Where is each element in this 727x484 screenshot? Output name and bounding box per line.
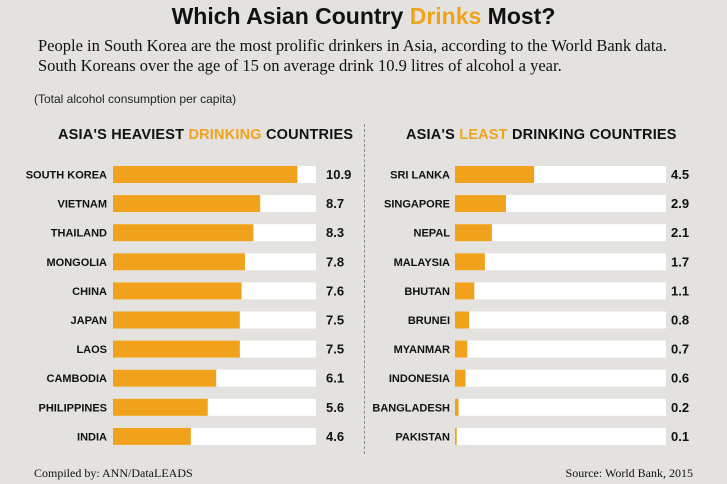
least-bar-malaysia	[455, 253, 485, 271]
least-bar-brunei	[455, 311, 470, 329]
heaviest-category-label-south-korea: SOUTH KOREA	[26, 170, 107, 182]
heaviest-category-label-thailand: THAILAND	[51, 228, 107, 240]
least-bar-myanmar	[455, 340, 468, 358]
right-heading-highlight: LEAST	[459, 127, 508, 143]
least-category-label-pakistan: PAKISTAN	[395, 431, 450, 443]
least-category-label-sri-lanka: SRI LANKA	[390, 170, 450, 182]
heaviest-value-label-philippines: 5.6	[326, 400, 344, 415]
heaviest-value-label-india: 4.6	[326, 429, 344, 444]
least-track-nepal	[455, 224, 666, 242]
least-value-label-myanmar: 0.7	[671, 342, 689, 357]
least-value-label-sri-lanka: 4.5	[671, 167, 689, 182]
least-bar-pakistan	[455, 427, 457, 445]
least-track-singapore	[455, 195, 666, 213]
source-credit: Source: World Bank, 2015	[565, 466, 693, 480]
least-category-label-singapore: SINGAPORE	[384, 199, 450, 211]
compiled-by-credit: Compiled by: ANN/DataLEADS	[34, 466, 193, 480]
left-heading-part1: ASIA'S HEAVIEST	[58, 127, 189, 143]
heaviest-category-label-mongolia: MONGOLIA	[47, 257, 108, 269]
least-bar-bangladesh	[455, 398, 459, 416]
least-track-bhutan	[455, 282, 666, 300]
chart-title: Which Asian Country Drinks Most?	[0, 2, 727, 30]
heaviest-value-label-vietnam: 8.7	[326, 196, 344, 211]
least-track-myanmar	[455, 340, 666, 358]
least-value-label-bangladesh: 0.2	[671, 400, 689, 415]
heaviest-value-label-laos: 7.5	[326, 342, 344, 357]
least-bar-nepal	[455, 224, 492, 242]
least-track-indonesia	[455, 369, 666, 387]
least-category-label-brunei: BRUNEI	[408, 315, 450, 327]
heaviest-category-label-laos: LAOS	[76, 344, 107, 356]
least-category-label-indonesia: INDONESIA	[389, 373, 450, 385]
least-value-label-pakistan: 0.1	[671, 429, 689, 444]
heaviest-value-label-china: 7.6	[326, 283, 344, 298]
least-track-bangladesh	[455, 398, 666, 416]
least-track-pakistan	[455, 427, 666, 445]
least-track-malaysia	[455, 253, 666, 271]
heaviest-bar-laos	[113, 340, 240, 358]
left-panel-heading: ASIA'S HEAVIEST DRINKING COUNTRIES	[58, 127, 353, 143]
panel-divider	[364, 124, 366, 454]
units-note: (Total alcohol consumption per capita)	[34, 92, 237, 106]
heaviest-bar-philippines	[113, 398, 208, 416]
title-highlight: Drinks	[409, 3, 482, 29]
heaviest-category-label-china: CHINA	[72, 286, 107, 298]
heaviest-value-label-mongolia: 7.8	[326, 254, 344, 269]
left-heading-part2: COUNTRIES	[261, 127, 354, 143]
right-panel-heading: ASIA'S LEAST DRINKING COUNTRIES	[406, 127, 677, 143]
right-heading-part1: ASIA'S	[406, 127, 460, 143]
least-category-label-malaysia: MALAYSIA	[394, 257, 450, 269]
heaviest-value-label-south-korea: 10.9	[326, 167, 351, 182]
least-value-label-malaysia: 1.7	[671, 254, 689, 269]
heaviest-bar-japan	[113, 311, 240, 329]
least-track-brunei	[455, 311, 666, 329]
heaviest-category-label-philippines: PHILIPPINES	[39, 402, 107, 414]
title-part1: Which Asian Country	[171, 3, 410, 29]
heaviest-category-label-vietnam: VIETNAM	[58, 199, 108, 211]
heaviest-bar-cambodia	[113, 369, 217, 387]
least-value-label-indonesia: 0.6	[671, 371, 689, 386]
heaviest-value-label-japan: 7.5	[326, 313, 344, 328]
least-value-label-bhutan: 1.1	[671, 283, 689, 298]
least-bar-bhutan	[455, 282, 475, 300]
heaviest-category-label-india: INDIA	[77, 431, 107, 443]
heaviest-bar-china	[113, 282, 242, 300]
left-heading-highlight: DRINKING	[188, 127, 262, 143]
heaviest-bar-mongolia	[113, 253, 245, 271]
heaviest-value-label-thailand: 8.3	[326, 225, 344, 240]
least-bar-singapore	[455, 195, 506, 213]
least-value-label-brunei: 0.8	[671, 313, 689, 328]
least-value-label-nepal: 2.1	[671, 225, 689, 240]
least-category-label-bhutan: BHUTAN	[404, 286, 450, 298]
heaviest-bar-india	[113, 427, 191, 445]
least-bar-indonesia	[455, 369, 466, 387]
right-heading-part2: DRINKING COUNTRIES	[507, 127, 677, 143]
heaviest-bar-south-korea	[113, 166, 298, 183]
heaviest-value-label-cambodia: 6.1	[326, 371, 344, 386]
title-part2: Most?	[481, 3, 556, 29]
chart-subtitle: People in South Korea are the most proli…	[38, 36, 667, 75]
least-category-label-nepal: NEPAL	[414, 228, 451, 240]
least-category-label-myanmar: MYANMAR	[394, 344, 450, 356]
least-value-label-singapore: 2.9	[671, 196, 689, 211]
least-category-label-bangladesh: BANGLADESH	[372, 402, 450, 414]
least-bar-sri-lanka	[455, 166, 535, 183]
heaviest-category-label-cambodia: CAMBODIA	[47, 373, 108, 385]
heaviest-bar-thailand	[113, 224, 254, 242]
heaviest-bar-vietnam	[113, 195, 261, 213]
heaviest-category-label-japan: JAPAN	[71, 315, 108, 327]
